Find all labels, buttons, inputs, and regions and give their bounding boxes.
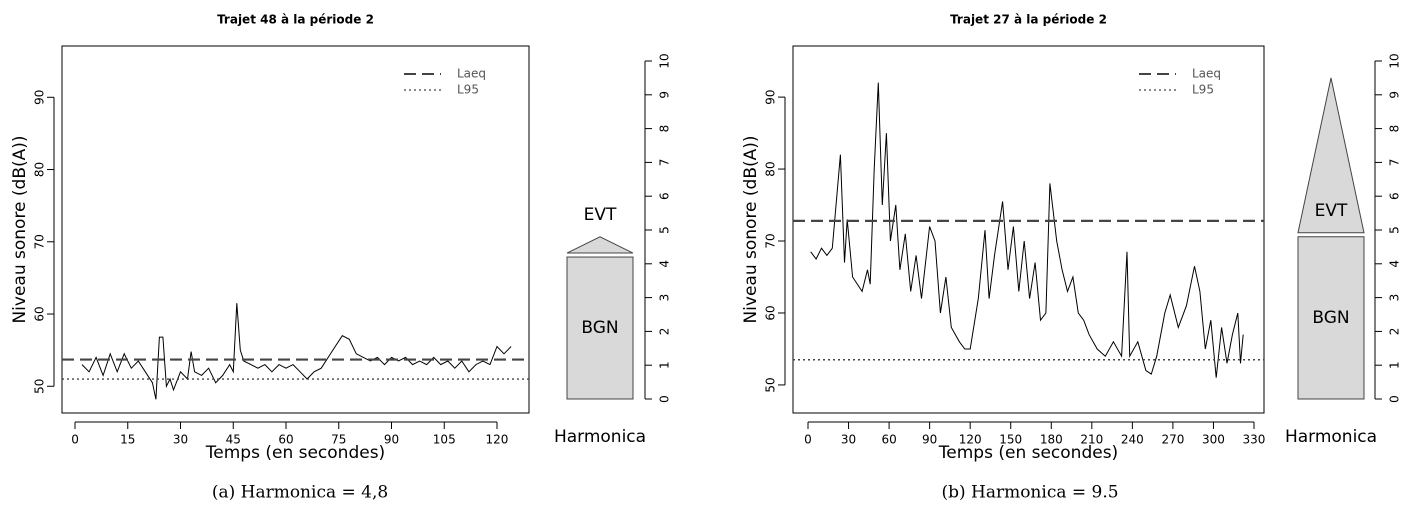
harmonica-tick-label: 2	[1388, 328, 1402, 336]
x-tick-label: 45	[226, 433, 241, 447]
bgn-label: BGN	[581, 318, 618, 338]
caption: (b) Harmonica = 9.5	[941, 483, 1118, 503]
plot-frame	[792, 45, 1265, 414]
x-tick-label: 120	[486, 433, 509, 447]
y-tick-label: 60	[33, 306, 47, 321]
x-tick-label: 210	[1080, 433, 1103, 447]
caption: (a) Harmonica = 4,8	[212, 483, 388, 503]
y-tick-label: 50	[764, 377, 778, 392]
x-tick-label: 30	[173, 433, 188, 447]
harmonica-tick-label: 7	[1388, 159, 1402, 167]
y-axis-label: Niveau sonore (dB(A))	[741, 135, 761, 323]
legend-label: L95	[457, 83, 479, 97]
harmonica-tick-label: 9	[1388, 91, 1402, 99]
x-tick-label: 300	[1202, 433, 1225, 447]
harmonica-tick-label: 10	[658, 53, 672, 68]
chart-title: Trajet 48 à la période 2	[217, 13, 374, 27]
x-tick-label: 105	[433, 433, 456, 447]
harmonica-tick-label: 0	[1388, 395, 1402, 403]
evt-triangle	[566, 236, 634, 254]
legend-label: Laeq	[457, 67, 486, 81]
y-tick-label: 90	[33, 90, 47, 105]
harmonica-tick-label: 9	[658, 91, 672, 99]
chart-title: Trajet 27 à la période 2	[950, 13, 1107, 27]
x-tick-label: 0	[804, 433, 812, 447]
y-tick-label: 50	[33, 379, 47, 394]
harmonica-tick-label: 3	[658, 294, 672, 302]
harmonica-tick-label: 7	[658, 159, 672, 167]
bgn-bar	[1297, 236, 1365, 400]
y-tick-label: 80	[764, 161, 778, 176]
harmonica-tick-label: 10	[1388, 53, 1402, 68]
x-tick-label: 330	[1243, 433, 1266, 447]
y-tick-label: 70	[33, 234, 47, 249]
harmonica-tick-label: 8	[658, 125, 672, 133]
evt-triangle	[1297, 77, 1365, 234]
x-tick-label: 60	[278, 433, 293, 447]
harmonica-tick-label: 1	[1388, 361, 1402, 369]
harmonica-tick-label: 3	[1388, 294, 1402, 302]
harmonica-tick-label: 5	[1388, 226, 1402, 234]
y-tick-label: 60	[764, 305, 778, 320]
harmonica-label: Harmonica	[1285, 427, 1377, 447]
harmonica-tick-label: 4	[658, 260, 672, 268]
x-axis-label: Temps (en secondes)	[205, 443, 385, 463]
x-tick-label: 270	[1161, 433, 1184, 447]
harmonica-tick-label: 8	[1388, 125, 1402, 133]
x-tick-label: 120	[959, 433, 982, 447]
y-tick-label: 70	[764, 233, 778, 248]
harmonica-tick-label: 4	[1388, 260, 1402, 268]
harmonica-tick-label: 6	[658, 192, 672, 200]
x-tick-label: 15	[120, 433, 135, 447]
x-tick-label: 75	[331, 433, 346, 447]
evt-label: EVT	[1315, 201, 1348, 221]
harmonica-label: Harmonica	[554, 427, 646, 447]
x-tick-label: 180	[1040, 433, 1063, 447]
x-tick-label: 240	[1121, 433, 1144, 447]
x-tick-label: 90	[922, 433, 937, 447]
x-tick-label: 90	[384, 433, 399, 447]
y-tick-label: 80	[33, 162, 47, 177]
harmonica-tick-label: 2	[658, 328, 672, 336]
legend-label: Laeq	[1192, 67, 1221, 81]
x-tick-label: 30	[841, 433, 856, 447]
bgn-label: BGN	[1312, 308, 1349, 328]
x-tick-label: 60	[881, 433, 896, 447]
x-tick-label: 150	[999, 433, 1022, 447]
legend-label: L95	[1192, 83, 1214, 97]
evt-label: EVT	[584, 205, 617, 225]
x-axis-label: Temps (en secondes)	[938, 443, 1118, 463]
y-axis-label: Niveau sonore (dB(A))	[10, 135, 30, 323]
signal-line	[81, 303, 512, 400]
x-tick-label: 0	[71, 433, 79, 447]
bgn-bar	[566, 256, 634, 400]
harmonica-tick-label: 6	[1388, 192, 1402, 200]
plot-frame	[61, 45, 530, 414]
harmonica-tick-label: 0	[658, 395, 672, 403]
harmonica-tick-label: 5	[658, 226, 672, 234]
harmonica-tick-label: 1	[658, 361, 672, 369]
y-tick-label: 90	[764, 89, 778, 104]
signal-line	[810, 82, 1244, 378]
